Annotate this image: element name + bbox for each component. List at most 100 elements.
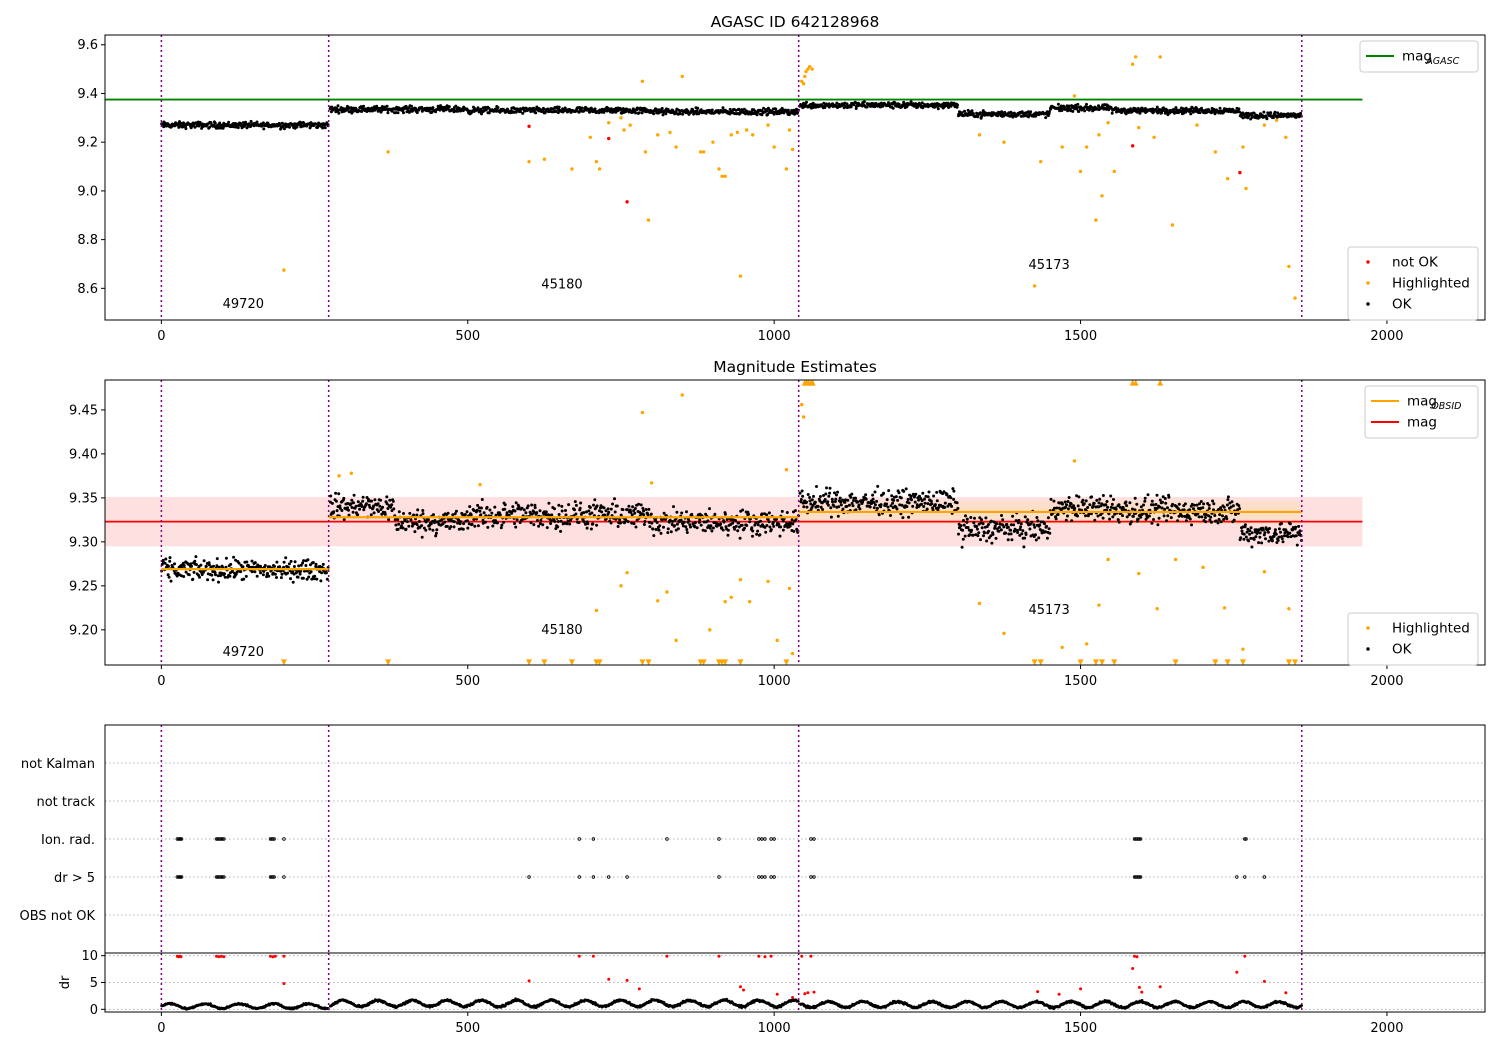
ok-point bbox=[794, 518, 798, 521]
panel2-legend-bottom-swatch bbox=[1366, 647, 1370, 651]
ok-point bbox=[320, 571, 324, 575]
ok-point bbox=[1135, 502, 1139, 506]
highlighted-point bbox=[1084, 642, 1089, 646]
ok-point bbox=[1164, 501, 1168, 505]
ok-point bbox=[1167, 495, 1171, 499]
ok-point bbox=[1121, 514, 1124, 518]
ok-point bbox=[813, 500, 817, 504]
ok-point bbox=[1280, 537, 1284, 541]
ok-point bbox=[907, 515, 911, 519]
ok-point bbox=[181, 561, 185, 565]
ok-point bbox=[993, 526, 997, 530]
ok-point bbox=[689, 525, 692, 529]
panel1-x-tick-label: 500 bbox=[455, 329, 480, 344]
ok-point bbox=[830, 497, 834, 501]
highlighted-point bbox=[1274, 118, 1279, 122]
ok-point bbox=[1183, 502, 1187, 506]
ok-point bbox=[342, 496, 346, 500]
ok-point bbox=[364, 502, 368, 506]
ok-point bbox=[167, 564, 170, 568]
ok-point bbox=[1066, 500, 1070, 503]
ok-point bbox=[862, 100, 866, 104]
flag-point bbox=[176, 875, 181, 879]
ok-point bbox=[447, 105, 451, 109]
ok-point bbox=[461, 527, 465, 531]
ok-point bbox=[1261, 528, 1265, 532]
out-of-range-marker bbox=[596, 659, 603, 665]
ok-point bbox=[839, 500, 843, 504]
ok-point bbox=[628, 508, 632, 512]
ok-point bbox=[499, 526, 503, 530]
not-ok-point bbox=[1130, 144, 1135, 148]
ok-point bbox=[407, 524, 411, 528]
ok-point bbox=[234, 558, 238, 562]
ok-point bbox=[1176, 519, 1180, 523]
ok-point bbox=[168, 556, 172, 560]
ok-point bbox=[780, 509, 784, 513]
ok-point bbox=[801, 494, 805, 498]
ok-point bbox=[625, 508, 629, 512]
ok-point bbox=[387, 518, 391, 522]
ok-point bbox=[1188, 517, 1192, 521]
flag-point bbox=[607, 875, 611, 879]
ok-point bbox=[634, 525, 638, 529]
ok-point bbox=[483, 520, 487, 524]
ok-point bbox=[837, 505, 841, 509]
ok-point bbox=[287, 562, 291, 566]
panel1-legend-top bbox=[1359, 40, 1479, 73]
out-of-range-marker bbox=[1157, 380, 1164, 386]
ok-point bbox=[1016, 521, 1020, 525]
highlighted-point bbox=[1213, 150, 1218, 154]
ok-point bbox=[961, 528, 965, 532]
out-of-range-marker bbox=[783, 659, 790, 665]
ok-point bbox=[1152, 518, 1155, 521]
ok-point bbox=[1163, 497, 1167, 500]
ok-point bbox=[748, 520, 752, 524]
ok-point bbox=[1297, 524, 1301, 528]
highlighted-point bbox=[720, 174, 724, 178]
panel1-y-tick-label: 9.4 bbox=[77, 87, 98, 102]
ok-point bbox=[769, 528, 773, 532]
ok-point bbox=[588, 506, 592, 509]
ok-point bbox=[253, 570, 257, 574]
highlighted-point bbox=[1097, 133, 1101, 137]
ok-point bbox=[191, 577, 195, 581]
ok-point bbox=[486, 525, 490, 529]
ok-point bbox=[745, 524, 749, 527]
highlighted-point bbox=[588, 135, 593, 140]
ok-point bbox=[765, 513, 769, 517]
ok-point bbox=[1294, 534, 1298, 538]
not-ok-point bbox=[1238, 170, 1242, 175]
ok-point bbox=[650, 521, 654, 525]
highlighted-point bbox=[625, 570, 629, 575]
ok-point bbox=[639, 503, 643, 507]
ok-point bbox=[1271, 116, 1275, 120]
ok-point bbox=[1273, 110, 1277, 114]
ok-point bbox=[704, 111, 708, 115]
ok-point bbox=[1255, 528, 1259, 532]
ok-point bbox=[1133, 496, 1137, 500]
flag-point bbox=[527, 875, 531, 879]
flag-point bbox=[272, 875, 276, 879]
ok-point bbox=[556, 525, 560, 529]
ok-point bbox=[295, 125, 299, 129]
ok-point bbox=[666, 527, 670, 531]
ok-point bbox=[456, 521, 460, 525]
ok-point bbox=[932, 494, 936, 498]
ok-point bbox=[1018, 533, 1022, 537]
out-of-range-marker bbox=[280, 659, 287, 665]
ok-point bbox=[868, 505, 872, 509]
ok-point bbox=[876, 484, 880, 488]
ok-point bbox=[431, 528, 435, 532]
ok-point bbox=[227, 120, 231, 124]
ok-point bbox=[1006, 525, 1010, 529]
ok-point bbox=[193, 125, 197, 129]
ok-point bbox=[1097, 104, 1100, 108]
panel1-legend-bottom-swatch bbox=[1366, 281, 1370, 285]
ok-point bbox=[1249, 536, 1253, 540]
ok-point bbox=[607, 510, 611, 514]
ok-point bbox=[323, 126, 327, 130]
ok-point bbox=[405, 520, 409, 524]
ok-point bbox=[970, 528, 974, 532]
ok-point bbox=[1088, 503, 1092, 507]
